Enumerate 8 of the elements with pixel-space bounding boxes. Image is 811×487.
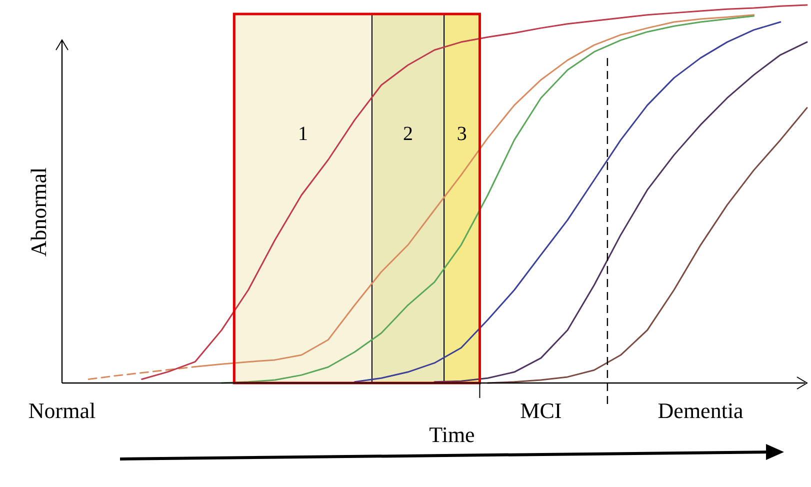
y-axis-title: Abnormal — [26, 167, 51, 257]
annotation: 3 — [456, 123, 467, 145]
x-tick-label: Normal — [28, 398, 96, 423]
annotation: 1 — [298, 123, 308, 145]
x-tick-label: Dementia — [658, 398, 744, 423]
annotation: 2 — [403, 123, 414, 145]
x-axis-title: Time — [429, 422, 475, 447]
x-tick-label: MCI — [520, 398, 562, 423]
